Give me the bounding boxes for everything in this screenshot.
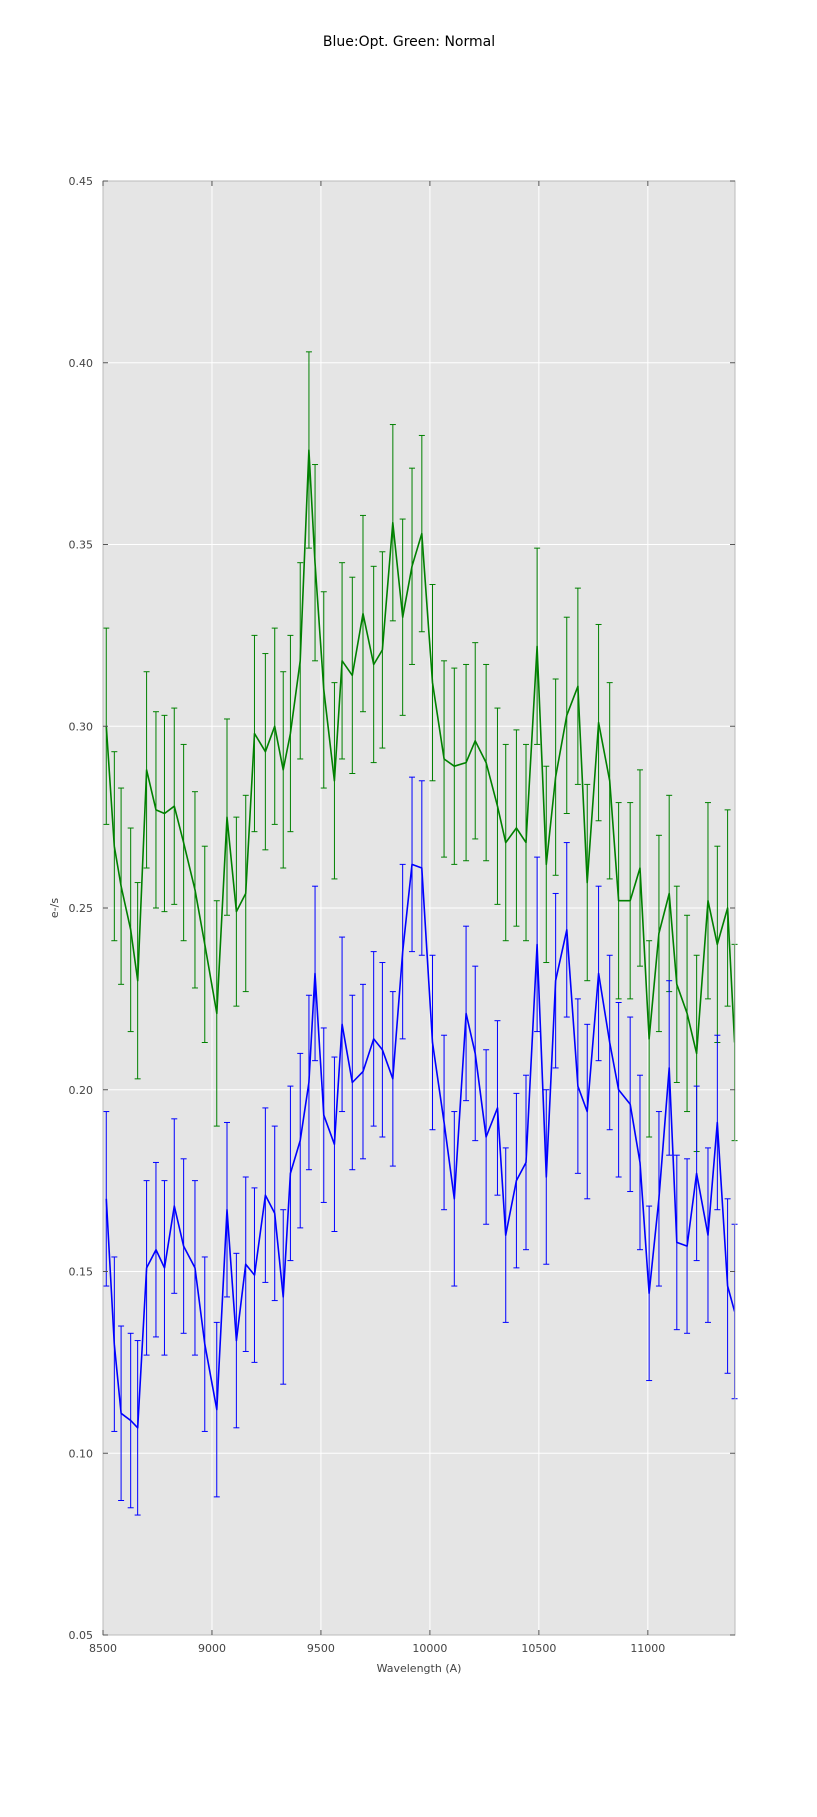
x-axis-label: Wavelength (A) xyxy=(377,1662,462,1675)
y-tick-label: 0.25 xyxy=(69,902,94,915)
y-axis-label: e-/s xyxy=(48,898,61,918)
series-1 xyxy=(103,776,738,1516)
series-layer xyxy=(103,351,738,1516)
chart-title: Blue:Opt. Green: Normal xyxy=(323,34,495,50)
y-tick-label: 0.15 xyxy=(69,1266,94,1279)
y-tick-label: 0.05 xyxy=(69,1629,94,1642)
y-tick-label: 0.10 xyxy=(69,1447,94,1460)
y-tick-label: 0.30 xyxy=(69,720,94,733)
x-tick-label: 9500 xyxy=(307,1642,335,1655)
x-tick-label: 10000 xyxy=(412,1642,447,1655)
y-tick-label: 0.20 xyxy=(69,1084,94,1097)
series-line xyxy=(105,449,736,1055)
y-tick-label: 0.40 xyxy=(69,357,94,370)
series-line xyxy=(105,863,736,1429)
x-tick-label: 8500 xyxy=(89,1642,117,1655)
y-tick-label: 0.45 xyxy=(69,175,94,188)
y-tick-label: 0.35 xyxy=(69,539,94,552)
x-tick-label: 10500 xyxy=(521,1642,556,1655)
x-tick-label: 11000 xyxy=(630,1642,665,1655)
x-tick-label: 9000 xyxy=(198,1642,226,1655)
axis-ticks: 8500 9000 9500 10000 10500 11000 0.05 0.10 0.15 0… xyxy=(69,175,735,1655)
